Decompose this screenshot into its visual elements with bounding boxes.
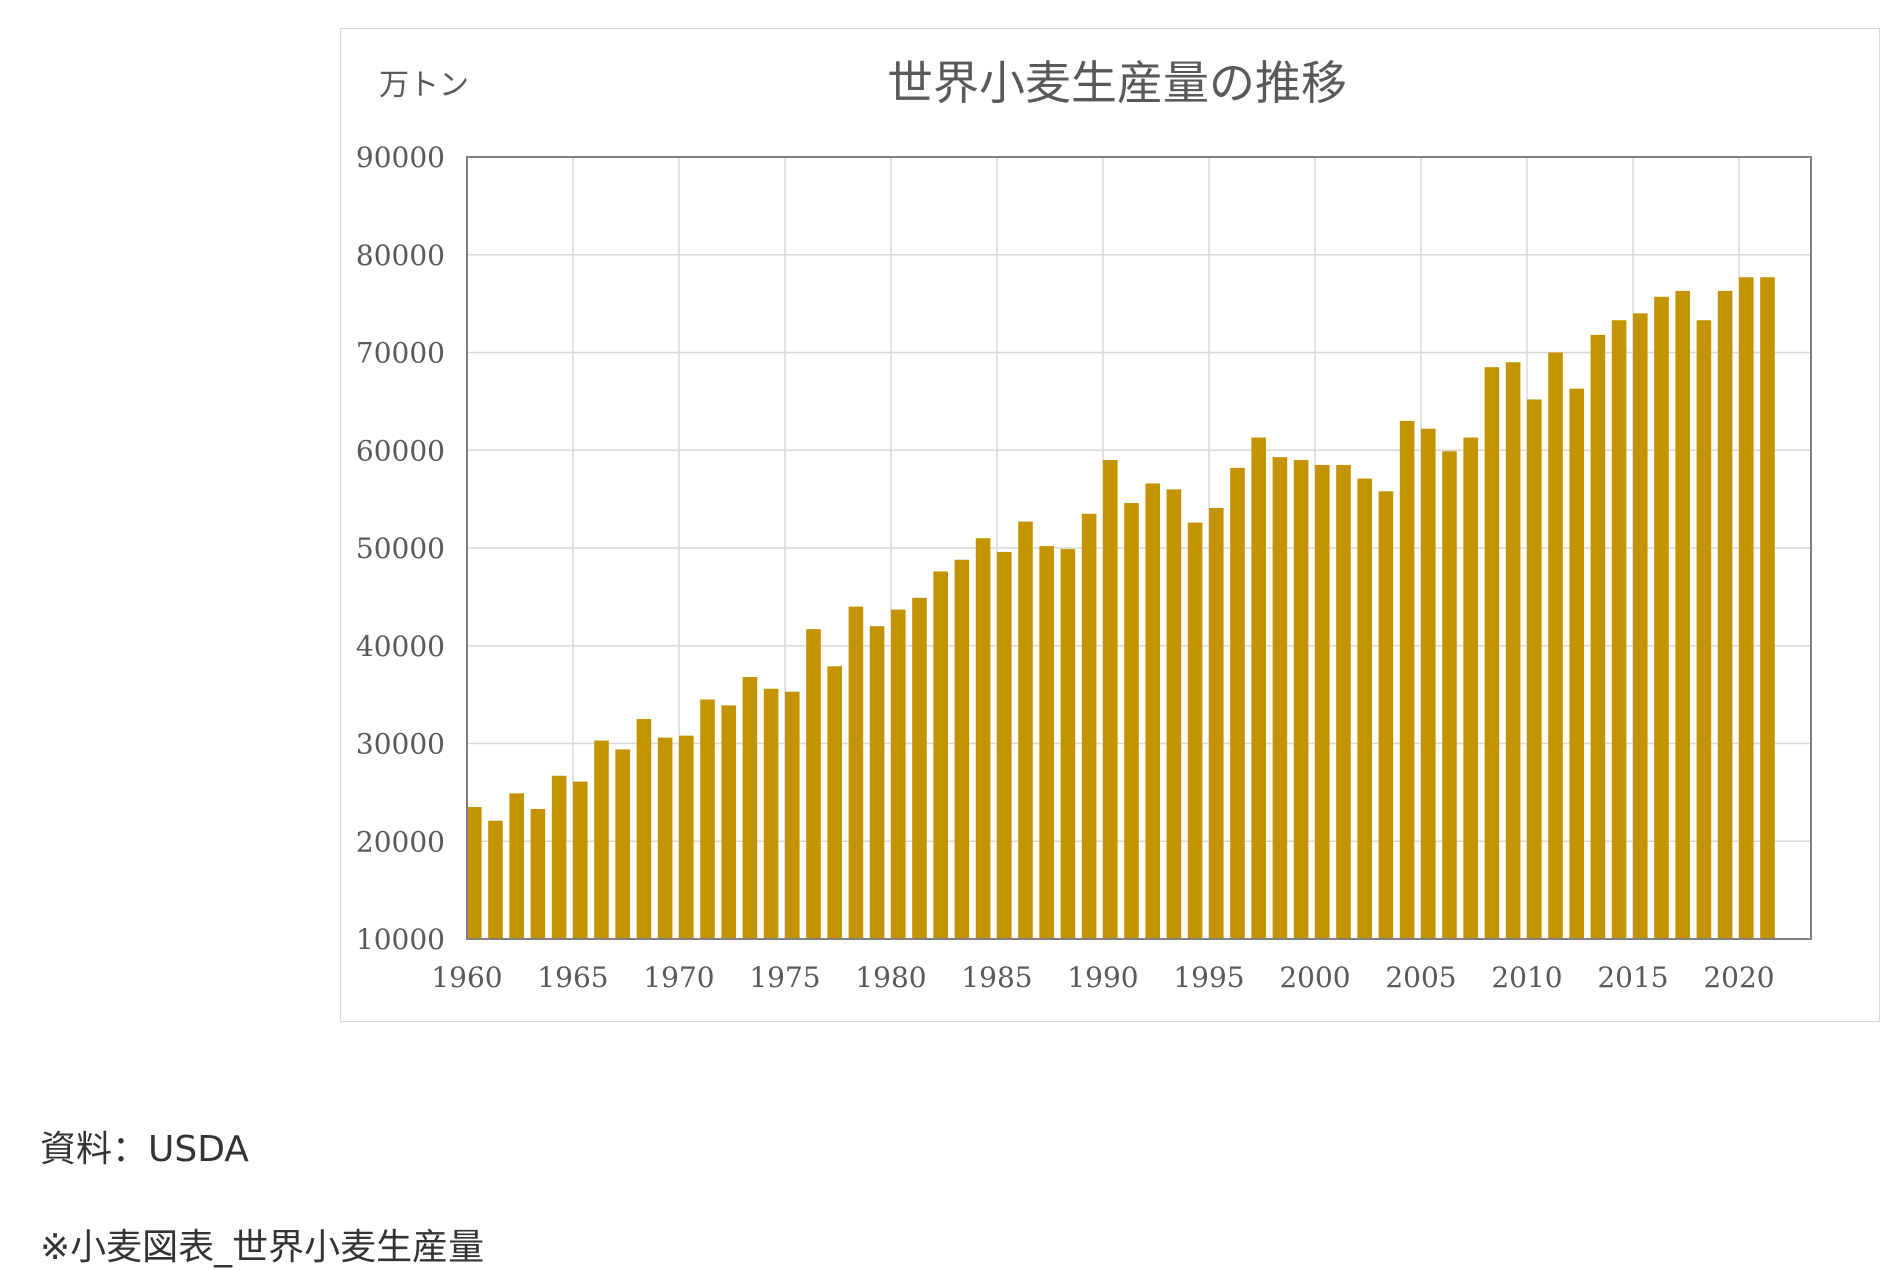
bar-1979 [869,626,885,939]
plot-area-border [466,156,1812,940]
y-tick-label: 40000 [356,630,445,663]
bar-2017 [1675,290,1690,940]
bar-1982 [933,571,948,939]
bar-2008 [1484,367,1500,940]
y-axis-tick-labels: 10000 20000 30000 40000 50000 60000 70000 80000… [356,141,445,956]
bar-1974 [763,688,779,939]
bar-2003 [1378,491,1394,939]
bar-1977 [827,666,842,939]
x-tick-label: 1965 [537,961,608,994]
y-tick-label: 90000 [356,141,445,174]
x-tick-label: 2015 [1597,961,1668,994]
bar-1966 [594,740,609,939]
bar-2007 [1463,437,1478,939]
bar-1987 [1039,546,1054,939]
bar-1980 [891,609,906,939]
bar-2010 [1527,399,1542,939]
bar-2001 [1336,464,1351,939]
bar-1995 [1209,507,1224,939]
bar-1988 [1060,548,1076,939]
bar-2011 [1548,352,1563,939]
bar-1992 [1145,483,1160,939]
bar-1969 [657,737,673,939]
x-tick-label: 1995 [1173,961,1244,994]
x-tick-label: 2020 [1703,961,1774,994]
bars [467,277,1775,940]
bar-1978 [848,606,864,939]
bar-1968 [636,719,652,939]
source-text: 資料：USDA [40,1129,249,1170]
bar-1972 [721,705,736,939]
bar-1962 [509,793,524,939]
bar-1967 [615,749,630,939]
bar-1983 [954,559,970,939]
bar-1985 [997,551,1012,939]
bar-1997 [1251,437,1266,939]
x-tick-label: 1970 [643,961,714,994]
x-tick-label: 2005 [1385,961,1456,994]
bar-2015 [1633,313,1648,939]
x-tick-label: 2000 [1279,961,1350,994]
bar-2005 [1421,428,1436,939]
x-tick-label: 1960 [431,961,502,994]
bar-2012 [1569,388,1584,940]
bar-2002 [1357,478,1372,939]
y-tick-label: 60000 [356,434,445,467]
x-axis-tick-labels: 1960 1965 1970 1975 1980 1985 1990 1995 2000 2005… [431,961,1774,994]
bar-1960 [467,807,482,939]
bar-1990 [1103,460,1118,939]
bar-1986 [1018,521,1033,939]
y-tick-label: 70000 [356,337,445,370]
bar-1973 [742,677,758,939]
bar-1976 [806,629,821,939]
bar-1975 [785,691,800,939]
bar-2021 [1760,277,1775,939]
bar-1998 [1272,457,1288,939]
unit-label: 万トン [379,68,469,103]
bar-1994 [1187,522,1203,939]
bar-2009 [1505,362,1521,939]
bar-1971 [700,699,715,939]
chart-frame: 万トン 世界小麦生産量の推移 10000 20000 30000 40000 50000… [340,28,1880,1022]
bar-1970 [679,735,694,939]
bar-2013 [1590,334,1606,939]
bar-2019 [1717,290,1733,940]
bar-1963 [530,808,546,939]
bar-2000 [1315,464,1330,939]
bar-2014 [1611,320,1627,939]
y-tick-label: 30000 [356,728,445,761]
x-tick-label: 1990 [1067,961,1138,994]
bar-2006 [1442,451,1457,939]
bar-1989 [1081,513,1097,939]
y-tick-label: 50000 [356,532,445,565]
note-text: ※小麦図表_世界小麦生産量 [40,1227,485,1268]
bar-1961 [488,820,503,939]
y-tick-label: 20000 [356,825,445,858]
bar-1993 [1166,489,1182,939]
bar-1964 [551,775,567,939]
chart-title: 世界小麦生産量の推移 [887,56,1347,110]
bar-1965 [573,781,588,939]
x-tick-label: 1975 [749,961,820,994]
bar-1991 [1124,503,1139,939]
bar-1981 [912,597,927,939]
y-tick-label: 80000 [356,239,445,272]
bar-2018 [1696,320,1712,939]
x-tick-label: 2010 [1491,961,1562,994]
x-tick-label: 1980 [855,961,926,994]
y-tick-label: 10000 [356,923,445,956]
x-tick-label: 1985 [961,961,1032,994]
bar-1984 [975,538,991,939]
bar-2020 [1739,277,1754,939]
bar-1999 [1293,460,1309,939]
bar-2004 [1399,420,1415,939]
bar-1996 [1230,467,1245,939]
bar-chart: 万トン 世界小麦生産量の推移 10000 20000 30000 40000 50000… [356,56,1812,994]
bar-2016 [1654,296,1669,940]
